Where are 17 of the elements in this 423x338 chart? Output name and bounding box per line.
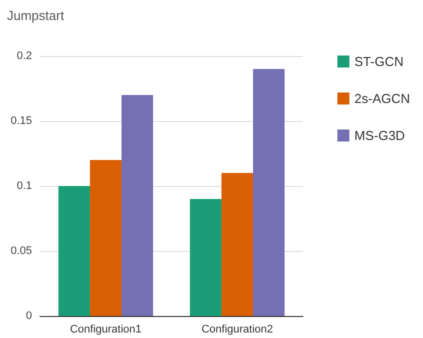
bar bbox=[190, 199, 222, 316]
legend-label: 2s-AGCN bbox=[354, 91, 410, 106]
y-tick-label: 0.15 bbox=[10, 115, 32, 127]
bar bbox=[253, 69, 285, 316]
x-tick-label: Configuration2 bbox=[201, 324, 274, 336]
y-tick-label: 0.2 bbox=[16, 50, 32, 62]
bar bbox=[122, 95, 154, 316]
y-tick-label: 0.1 bbox=[16, 180, 32, 192]
x-tick-label: Configuration1 bbox=[70, 324, 142, 336]
bar bbox=[221, 173, 254, 316]
legend-label: ST-GCN bbox=[354, 54, 404, 69]
bar bbox=[58, 186, 90, 316]
bar bbox=[90, 160, 122, 316]
y-tick-label: 0 bbox=[26, 310, 32, 322]
legend-label: MS-G3D bbox=[354, 128, 405, 143]
y-tick-label: 0.05 bbox=[10, 245, 32, 257]
chart-title: Jumpstart bbox=[7, 8, 64, 23]
